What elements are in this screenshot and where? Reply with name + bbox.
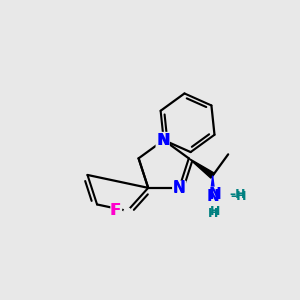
Text: N: N (206, 189, 219, 204)
Text: N: N (209, 188, 222, 202)
Text: –H: –H (229, 188, 245, 201)
Text: F: F (110, 203, 120, 218)
Text: N: N (173, 182, 186, 196)
Text: N: N (157, 133, 170, 148)
Text: H: H (208, 207, 218, 220)
Polygon shape (189, 158, 214, 178)
Text: N: N (173, 180, 186, 195)
Text: –H: –H (230, 190, 247, 203)
Polygon shape (210, 176, 215, 199)
Text: N: N (156, 133, 169, 148)
Text: H: H (210, 205, 220, 218)
Text: F: F (111, 203, 122, 218)
